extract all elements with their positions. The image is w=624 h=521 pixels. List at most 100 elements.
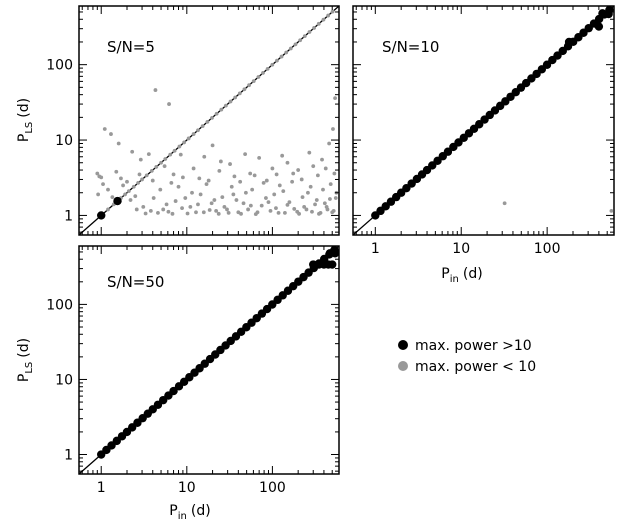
- gray-point: [307, 151, 311, 155]
- gray-point: [238, 180, 242, 184]
- gray-point: [256, 75, 260, 79]
- y-axis-label-main: P: [16, 134, 32, 142]
- gray-point: [249, 204, 253, 208]
- gray-point: [310, 210, 314, 214]
- y-axis-label-unit: (d): [16, 338, 32, 358]
- gray-point: [190, 191, 194, 195]
- gray-point: [196, 203, 200, 207]
- gray-point: [109, 132, 113, 136]
- gray-point: [306, 191, 310, 195]
- y-tick-label: 10: [55, 133, 73, 149]
- gray-point: [308, 30, 312, 34]
- gray-point: [267, 200, 271, 204]
- gray-point: [261, 71, 265, 75]
- gray-point: [243, 87, 247, 91]
- gray-point: [151, 179, 155, 183]
- gray-point: [278, 184, 282, 188]
- gray-point: [244, 191, 248, 195]
- gray-point: [330, 210, 334, 214]
- gray-point: [217, 169, 221, 173]
- gray-point: [295, 210, 299, 214]
- y-axis-label-sub: LS: [24, 362, 35, 374]
- gray-point: [212, 198, 216, 202]
- gray-point: [329, 182, 333, 186]
- gray-point: [286, 203, 290, 207]
- gray-point: [123, 193, 127, 197]
- gray-point: [101, 182, 105, 186]
- gray-point: [334, 196, 338, 200]
- gray-point: [275, 59, 279, 63]
- gray-point: [296, 168, 300, 172]
- gray-point: [205, 182, 209, 186]
- gray-point: [260, 204, 264, 208]
- x-axis-label-sub: in: [178, 511, 187, 521]
- y-axis-label-main: P: [16, 374, 32, 382]
- x-axis-label-main: P: [441, 266, 449, 282]
- gray-point: [289, 47, 293, 51]
- gray-point: [188, 205, 192, 209]
- gray-point: [275, 173, 279, 177]
- gray-point: [119, 176, 123, 180]
- x-axis-label: Pin (d): [169, 503, 210, 521]
- gray-point: [301, 195, 305, 199]
- x-tick-label: 1: [97, 480, 106, 496]
- gray-point: [145, 173, 149, 177]
- gray-point: [106, 208, 110, 212]
- gray-point: [161, 208, 165, 212]
- gray-point: [177, 185, 181, 189]
- gray-point: [167, 102, 171, 106]
- panel-sn5: 1 10 100 S/N=5 PLS (d): [16, 6, 339, 235]
- gray-point: [197, 176, 201, 180]
- gray-point: [331, 10, 335, 14]
- gray-point: [154, 88, 158, 92]
- gray-point: [152, 196, 156, 200]
- x-axis-label: Pin (d): [441, 266, 482, 285]
- gray-point: [265, 179, 269, 183]
- panel-label: S/N=10: [382, 38, 439, 56]
- gray-point: [238, 91, 242, 95]
- gray-point: [225, 208, 229, 212]
- gray-point: [315, 198, 319, 202]
- gray-point: [127, 189, 131, 193]
- gray-point: [149, 209, 153, 213]
- gray-point: [328, 197, 332, 201]
- gray-point: [610, 209, 614, 213]
- gray-point: [262, 181, 266, 185]
- gray-point: [280, 55, 284, 59]
- x-tick-label: 1: [371, 241, 380, 257]
- x-axis-label-unit: (d): [463, 266, 483, 282]
- gray-point: [316, 173, 320, 177]
- gray-point: [243, 152, 247, 156]
- gray-point: [182, 141, 186, 145]
- gray-point: [233, 96, 237, 100]
- gray-point: [172, 173, 176, 177]
- gray-point: [186, 212, 190, 216]
- gray-point: [158, 188, 162, 192]
- gray-point: [110, 195, 114, 199]
- gray-point: [163, 157, 167, 161]
- x-tick-label: 100: [259, 480, 286, 496]
- gray-point: [323, 201, 327, 205]
- gray-point: [217, 212, 221, 216]
- y-axis-label: PLS (d): [16, 338, 35, 382]
- panel-sn50: 1 10 100110100 S/N=50 PLS(d) Pin (d): [16, 246, 339, 521]
- gray-point: [199, 193, 203, 197]
- gray-point: [99, 175, 103, 179]
- gray-point: [283, 211, 287, 215]
- black-point: [328, 260, 336, 268]
- gray-point: [154, 165, 158, 169]
- gray-point: [320, 158, 324, 162]
- gray-point: [274, 206, 278, 210]
- gray-point: [292, 207, 296, 211]
- x-tick-label: 100: [534, 241, 561, 257]
- gray-point: [291, 172, 295, 176]
- gray-point: [311, 164, 315, 168]
- gray-point: [192, 167, 196, 171]
- gray-point: [230, 185, 234, 189]
- gray-point: [233, 174, 237, 178]
- gray-point: [280, 154, 284, 158]
- gray-point: [159, 161, 163, 165]
- gray-point: [133, 194, 137, 198]
- gray-point: [239, 212, 243, 216]
- gray-point: [210, 201, 214, 205]
